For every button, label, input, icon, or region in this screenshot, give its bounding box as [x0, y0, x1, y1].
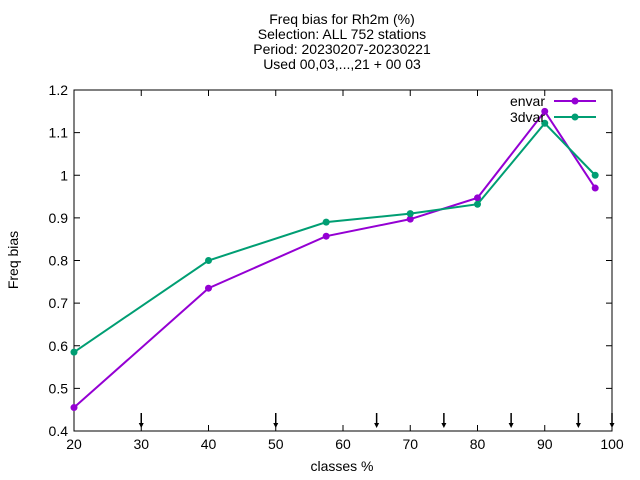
- y-axis: 0.4 0.5 0.6 0.7 0.8 0.9 1 1.1 1.2: [49, 82, 612, 439]
- y-tick-label: 1.2: [49, 82, 69, 98]
- title-line-3: Period: 20230207-20230221: [253, 41, 431, 57]
- y-tick-label: 0.4: [49, 423, 69, 439]
- legend-label-3dvar: 3dvar: [510, 109, 545, 125]
- y-tick-label: 0.5: [49, 380, 69, 396]
- data-point-envar: [474, 194, 481, 202]
- class-marker-head: [609, 423, 615, 428]
- y-tick-label: 0.8: [49, 253, 69, 269]
- title-line-4: Used 00,03,...,21 + 00 03: [263, 56, 421, 72]
- class-marker-head: [273, 423, 279, 428]
- data-point-envar: [205, 284, 212, 292]
- y-tick-label: 1: [60, 167, 68, 183]
- data-point-3dvar: [406, 210, 414, 218]
- class-marker-arrow: [575, 413, 581, 428]
- data-point-envar: [322, 232, 330, 240]
- data-point-envar: [541, 107, 549, 115]
- class-marker-head: [441, 423, 447, 428]
- class-marker-arrow: [508, 413, 514, 428]
- class-marker-arrow: [138, 413, 144, 428]
- x-tick-label: 40: [201, 436, 217, 452]
- x-axis: 20 30 40 50 60 70 80 90 100: [66, 90, 624, 452]
- y-axis-label: Freq bias: [5, 231, 21, 289]
- y-tick-label: 0.7: [49, 295, 69, 311]
- class-marker-arrow: [273, 413, 279, 428]
- class-markers: [138, 413, 615, 428]
- title-line-2: Selection: ALL 752 stations: [258, 26, 426, 42]
- data-point-envar: [70, 404, 78, 412]
- x-axis-label: classes %: [310, 458, 373, 474]
- class-marker-arrow: [609, 413, 615, 428]
- data-point-envar: [591, 184, 599, 192]
- class-marker-head: [508, 423, 514, 428]
- title-line-1: Freq bias for Rh2m (%): [269, 11, 414, 27]
- class-marker-head: [575, 423, 581, 428]
- series-line-3dvar: [73, 121, 596, 353]
- y-tick-label: 0.6: [49, 338, 69, 354]
- chart-title: Freq bias for Rh2m (%)Selection: ALL 752…: [253, 11, 431, 72]
- x-tick-label: 60: [335, 436, 351, 452]
- x-tick-label: 20: [66, 436, 82, 452]
- class-marker-head: [138, 423, 144, 428]
- class-marker-arrow: [441, 413, 447, 428]
- x-tick-label: 80: [470, 436, 486, 452]
- data-point-3dvar: [474, 200, 481, 208]
- x-tick-label: 50: [268, 436, 284, 452]
- class-marker-arrow: [374, 413, 380, 428]
- data-point-3dvar: [541, 119, 549, 127]
- data-point-3dvar: [322, 218, 330, 226]
- data-point-3dvar: [70, 348, 78, 356]
- legend-marker-3dvar: [571, 113, 579, 121]
- data-point-3dvar: [205, 257, 212, 264]
- legend-label-envar: envar: [510, 93, 545, 109]
- x-tick-label: 100: [600, 436, 624, 452]
- y-tick-label: 0.9: [49, 210, 69, 226]
- class-marker-head: [374, 423, 380, 428]
- plot-frame: [73, 89, 613, 432]
- x-tick-label: 30: [133, 436, 149, 452]
- y-tick-label: 1.1: [49, 125, 69, 141]
- legend-marker-envar: [571, 97, 579, 105]
- data-point-envar: [406, 215, 414, 223]
- plot-border: [73, 89, 613, 432]
- x-tick-label: 70: [402, 436, 418, 452]
- series: [70, 107, 599, 412]
- data-point-3dvar: [591, 171, 599, 179]
- x-tick-label: 90: [537, 436, 553, 452]
